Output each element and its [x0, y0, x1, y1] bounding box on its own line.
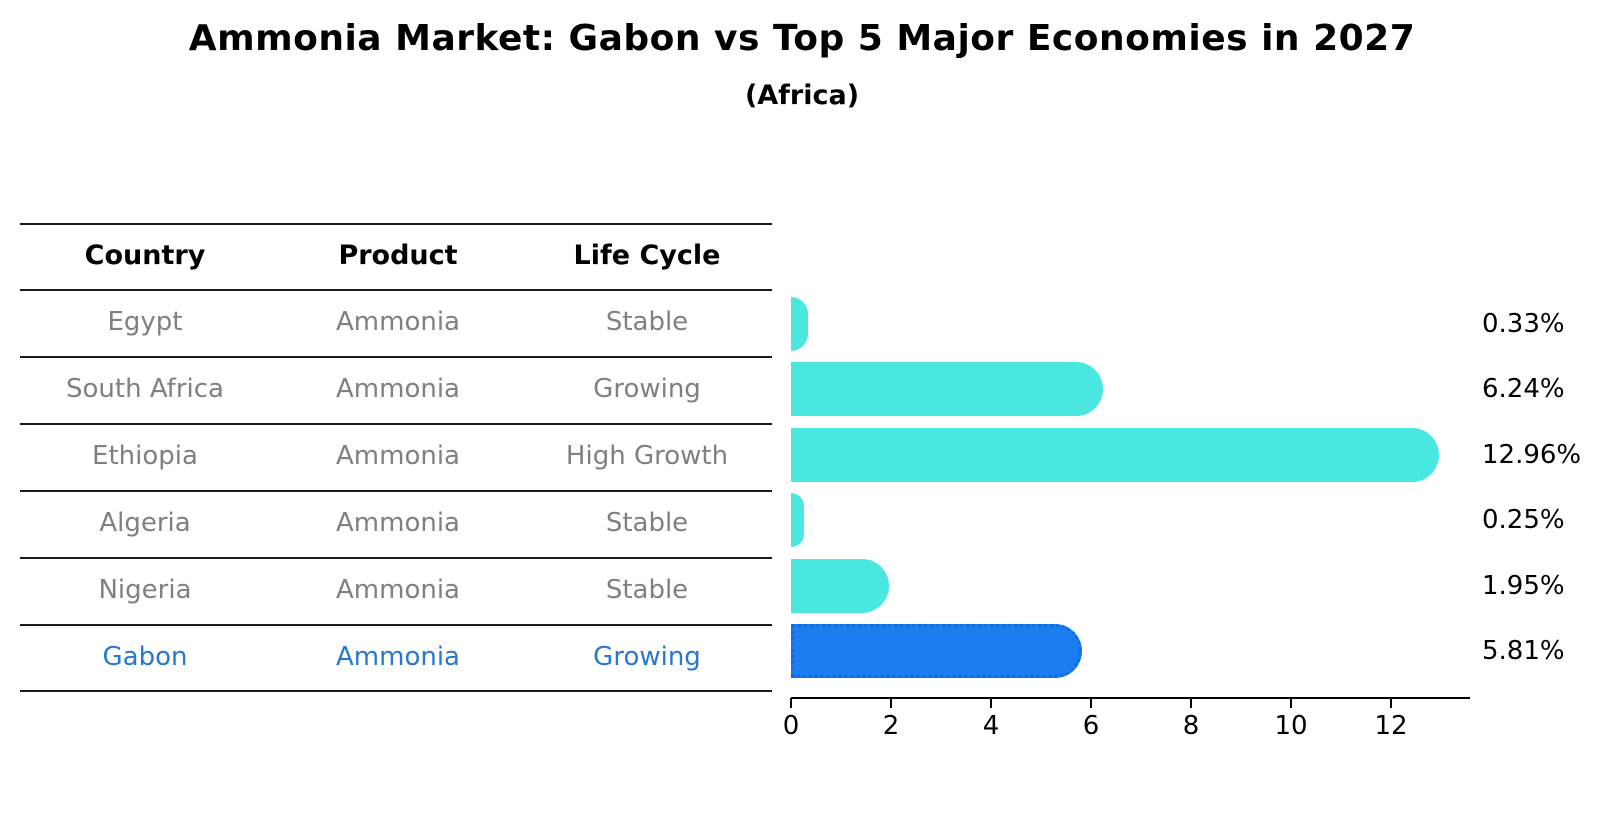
table-rule	[20, 223, 772, 225]
table-cell-life-cycle: Stable	[605, 575, 689, 605]
value-label-egypt: 0.33%	[1482, 309, 1565, 339]
table-cell-life-cycle: Growing	[593, 374, 701, 404]
table-cell-product: Ammonia	[336, 307, 460, 337]
value-label-south-africa: 6.24%	[1482, 374, 1565, 404]
x-tick-mark	[1090, 698, 1092, 708]
x-tick-label: 10	[1274, 711, 1308, 741]
chart-title: Ammonia Market: Gabon vs Top 5 Major Eco…	[188, 18, 1416, 59]
table-cell-country: South Africa	[66, 374, 224, 404]
chart-subtitle: (Africa)	[744, 80, 860, 111]
x-tick-mark	[790, 698, 792, 708]
table-cell-product: Ammonia	[336, 374, 460, 404]
bar-egypt	[791, 297, 808, 351]
table-rule	[20, 423, 772, 425]
x-tick-label: 0	[782, 711, 800, 741]
x-tick-mark	[890, 698, 892, 708]
table-cell-country: Gabon	[102, 642, 188, 672]
x-tick-label: 8	[1182, 711, 1200, 741]
table-cell-product: Ammonia	[336, 642, 460, 672]
bar-south-africa	[791, 362, 1103, 416]
x-tick-mark	[990, 698, 992, 708]
x-tick-label: 6	[1082, 711, 1100, 741]
x-tick-label: 12	[1374, 711, 1408, 741]
x-tick-mark	[1390, 698, 1392, 708]
table-rule	[20, 490, 772, 492]
x-tick-label: 4	[982, 711, 1000, 741]
table-rule	[20, 557, 772, 559]
table-rule	[20, 289, 772, 291]
column-header-life-cycle: Life Cycle	[573, 240, 721, 271]
table-rule	[20, 624, 772, 626]
column-header-product: Product	[338, 240, 458, 271]
table-cell-country: Nigeria	[98, 575, 192, 605]
column-header-country: Country	[84, 240, 206, 271]
value-label-gabon: 5.81%	[1482, 636, 1565, 666]
table-rule	[20, 356, 772, 358]
bar-ethiopia	[791, 428, 1439, 482]
table-cell-life-cycle: High Growth	[565, 441, 729, 471]
table-rule	[20, 690, 772, 692]
table-cell-country: Ethiopia	[92, 441, 198, 471]
table-cell-country: Egypt	[107, 307, 183, 337]
x-tick-mark	[1290, 698, 1292, 708]
bar-gabon	[791, 624, 1082, 678]
x-tick-mark	[1190, 698, 1192, 708]
table-cell-product: Ammonia	[336, 575, 460, 605]
x-tick-label: 2	[882, 711, 900, 741]
value-label-nigeria: 1.95%	[1482, 571, 1565, 601]
bar-algeria	[791, 493, 804, 547]
value-label-algeria: 0.25%	[1482, 505, 1565, 535]
table-cell-life-cycle: Stable	[605, 307, 689, 337]
table-cell-life-cycle: Growing	[593, 642, 701, 672]
table-cell-product: Ammonia	[336, 508, 460, 538]
value-label-ethiopia: 12.96%	[1482, 440, 1582, 470]
x-axis-line	[791, 697, 1470, 699]
bar-nigeria	[791, 559, 889, 613]
table-cell-country: Algeria	[99, 508, 191, 538]
table-cell-product: Ammonia	[336, 441, 460, 471]
table-cell-life-cycle: Stable	[605, 508, 689, 538]
